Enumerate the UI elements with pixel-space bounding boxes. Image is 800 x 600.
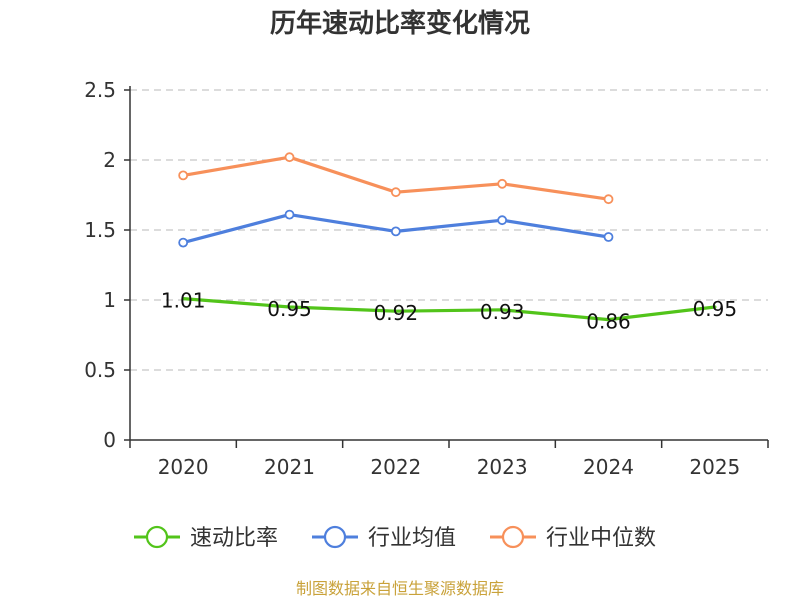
series-line-0 <box>181 297 717 322</box>
axes <box>129 86 768 441</box>
legend-swatch-marker <box>501 525 525 549</box>
chart-title: 历年速动比率变化情况 <box>270 8 530 39</box>
y-axis-ticks: 0 0.5 1 1.5 2 2.5 <box>84 78 130 452</box>
legend-swatch-marker <box>145 525 169 549</box>
data-label: 1.01 <box>161 289 206 313</box>
source-note: 制图数据来自恒生聚源数据库 <box>296 579 504 598</box>
legend-item[interactable]: 行业均值 <box>312 525 456 551</box>
legend[interactable]: 速动比率 行业均值 行业中位数 <box>134 525 656 551</box>
data-point <box>178 170 189 181</box>
legend-item[interactable]: 速动比率 <box>134 525 278 551</box>
data-point <box>390 226 401 237</box>
data-label: 0.93 <box>480 300 525 324</box>
x-tick-label: 2021 <box>264 455 315 479</box>
legend-item[interactable]: 行业中位数 <box>490 525 656 551</box>
x-tick-label: 2020 <box>158 455 209 479</box>
x-tick-label: 2025 <box>689 455 740 479</box>
y-tick-label: 2.5 <box>84 78 116 102</box>
x-tick-label: 2022 <box>370 455 421 479</box>
y-tick-label: 1.5 <box>84 218 116 242</box>
series-group <box>178 152 717 322</box>
data-labels: 1.01 0.95 0.92 0.93 0.86 0.95 <box>161 289 737 334</box>
x-tick-label: 2024 <box>583 455 634 479</box>
legend-label: 行业中位数 <box>546 526 656 551</box>
data-point <box>284 152 295 163</box>
legend-label: 行业均值 <box>368 526 456 551</box>
data-point <box>497 178 508 189</box>
x-tick-label: 2023 <box>477 455 528 479</box>
data-point <box>497 215 508 226</box>
y-tick-label: 0.5 <box>84 358 116 382</box>
data-point <box>603 194 614 205</box>
data-label: 0.92 <box>374 301 419 325</box>
x-axis-ticks: 2020 2021 2022 2023 2024 2025 <box>129 440 769 479</box>
data-point <box>284 209 295 220</box>
legend-swatch-marker <box>323 525 347 549</box>
data-point <box>390 187 401 198</box>
y-tick-label: 2 <box>103 148 116 172</box>
grid-lines <box>130 89 768 371</box>
y-tick-label: 0 <box>103 428 116 452</box>
data-label: 0.86 <box>586 310 631 334</box>
y-tick-label: 1 <box>103 288 116 312</box>
data-label: 0.95 <box>267 297 312 321</box>
data-label: 0.95 <box>693 297 738 321</box>
data-point <box>603 232 614 242</box>
legend-label: 速动比率 <box>190 526 278 551</box>
data-point <box>178 237 189 248</box>
